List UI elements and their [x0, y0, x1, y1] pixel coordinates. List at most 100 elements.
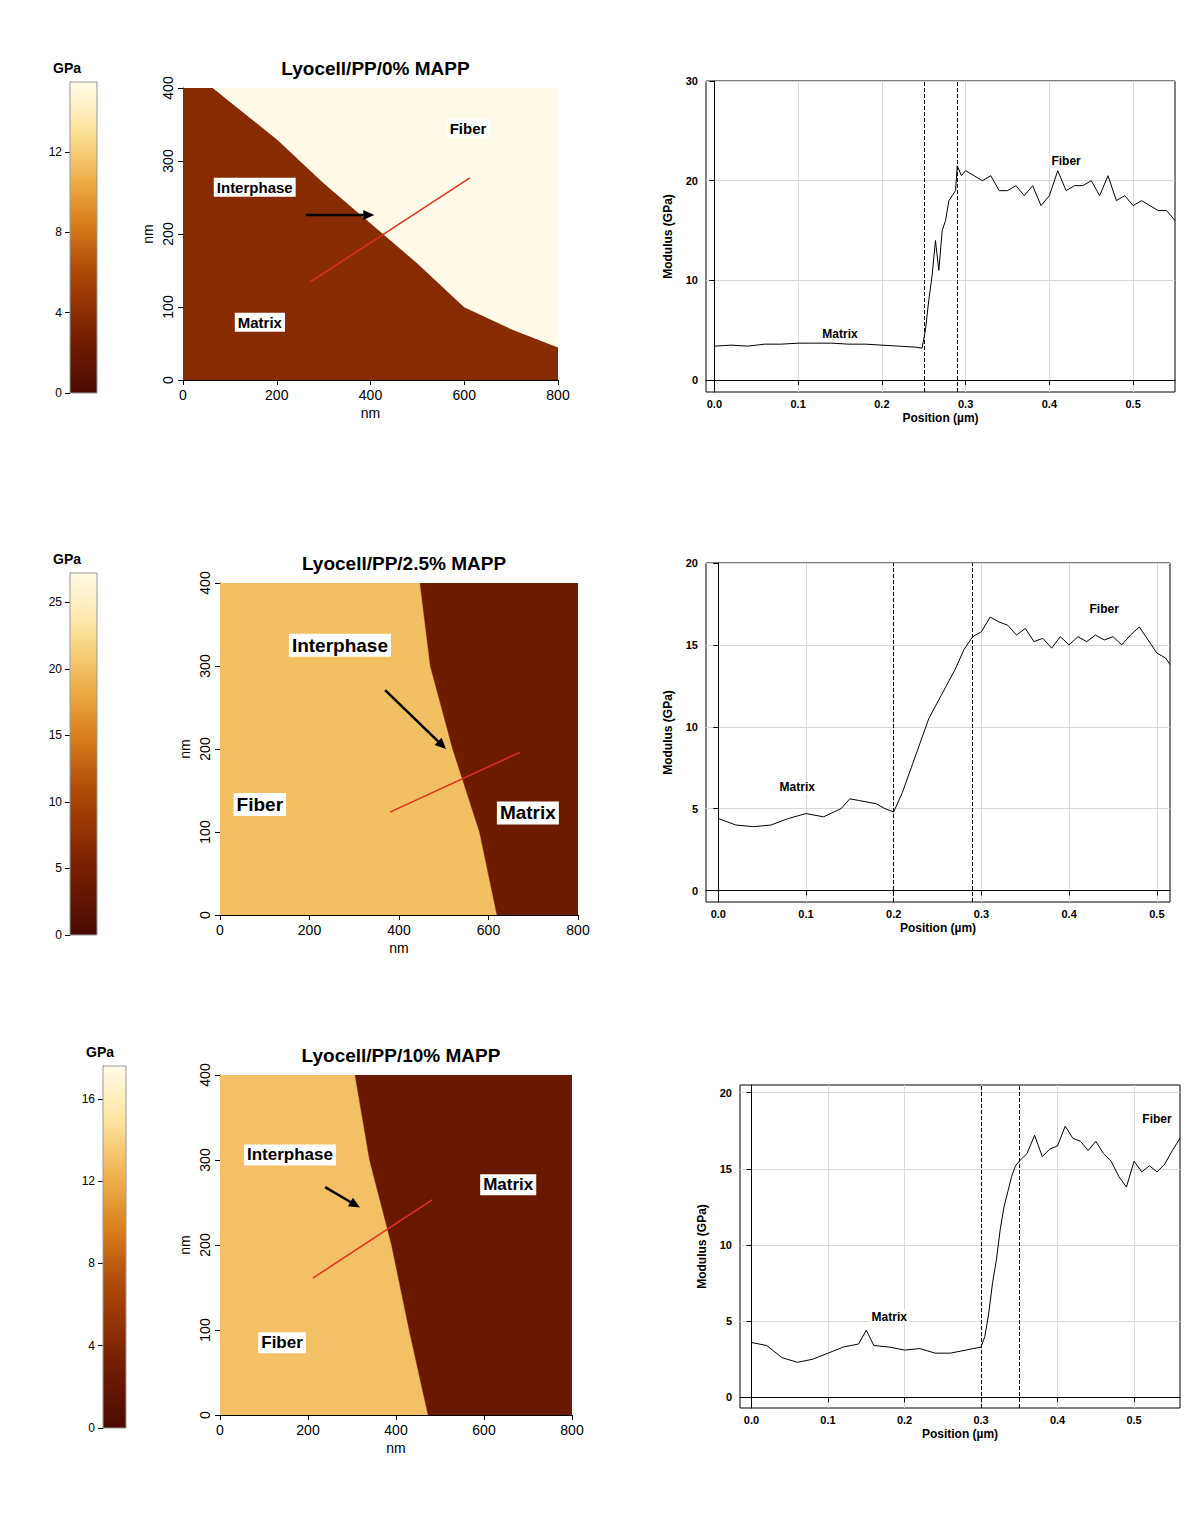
svg-text:Lyocell/PP/2.5% MAPP: Lyocell/PP/2.5% MAPP — [302, 553, 506, 574]
svg-text:200: 200 — [296, 1422, 320, 1438]
svg-text:Position (µm): Position (µm) — [902, 411, 978, 425]
svg-text:nm: nm — [140, 224, 156, 243]
svg-text:Fiber: Fiber — [237, 794, 284, 815]
svg-text:600: 600 — [472, 1422, 496, 1438]
svg-text:200: 200 — [197, 737, 213, 761]
svg-text:10: 10 — [686, 274, 698, 286]
svg-text:0.5: 0.5 — [1149, 908, 1164, 920]
svg-text:Matrix: Matrix — [780, 780, 816, 794]
svg-text:GPa: GPa — [86, 1044, 114, 1060]
svg-text:0.3: 0.3 — [958, 398, 973, 410]
svg-text:10: 10 — [686, 721, 698, 733]
svg-text:0.3: 0.3 — [973, 1414, 988, 1426]
svg-text:0: 0 — [55, 928, 62, 942]
svg-text:Modulus (GPa): Modulus (GPa) — [695, 1204, 709, 1289]
svg-text:Matrix: Matrix — [483, 1175, 534, 1194]
svg-text:100: 100 — [160, 295, 176, 319]
svg-text:4: 4 — [88, 1339, 95, 1353]
svg-text:0: 0 — [197, 1411, 213, 1419]
svg-text:0: 0 — [197, 911, 213, 919]
svg-text:8: 8 — [88, 1256, 95, 1270]
svg-text:4: 4 — [55, 306, 62, 320]
svg-text:20: 20 — [686, 175, 698, 187]
svg-text:16: 16 — [82, 1092, 96, 1106]
svg-text:0.3: 0.3 — [974, 908, 989, 920]
svg-text:0.2: 0.2 — [874, 398, 889, 410]
svg-text:Lyocell/PP/0% MAPP: Lyocell/PP/0% MAPP — [281, 58, 470, 79]
svg-text:100: 100 — [197, 1318, 213, 1342]
svg-text:Lyocell/PP/10% MAPP: Lyocell/PP/10% MAPP — [302, 1045, 501, 1066]
svg-text:0.1: 0.1 — [790, 398, 805, 410]
svg-text:25: 25 — [49, 595, 63, 609]
svg-text:30: 30 — [686, 75, 698, 87]
svg-text:15: 15 — [49, 728, 63, 742]
svg-text:0: 0 — [692, 885, 698, 897]
svg-text:Modulus (GPa): Modulus (GPa) — [661, 194, 675, 279]
svg-text:0: 0 — [216, 922, 224, 938]
svg-text:5: 5 — [726, 1315, 732, 1327]
svg-text:Position (µm): Position (µm) — [922, 1427, 998, 1441]
svg-text:200: 200 — [265, 387, 289, 403]
svg-text:Fiber: Fiber — [1090, 602, 1120, 616]
svg-text:0: 0 — [55, 386, 62, 400]
svg-text:5: 5 — [692, 803, 698, 815]
svg-text:0: 0 — [216, 1422, 224, 1438]
svg-text:Position (µm): Position (µm) — [900, 921, 976, 935]
svg-text:800: 800 — [560, 1422, 584, 1438]
svg-text:0: 0 — [88, 1421, 95, 1435]
svg-text:nm: nm — [389, 940, 408, 956]
svg-text:0.4: 0.4 — [1050, 1414, 1066, 1426]
svg-text:100: 100 — [197, 820, 213, 844]
svg-text:10: 10 — [49, 795, 63, 809]
svg-text:0.0: 0.0 — [707, 398, 722, 410]
svg-text:nm: nm — [177, 739, 193, 758]
svg-text:200: 200 — [298, 922, 322, 938]
svg-text:400: 400 — [197, 1063, 213, 1087]
svg-text:0: 0 — [692, 374, 698, 386]
svg-text:0.0: 0.0 — [744, 1414, 759, 1426]
svg-text:GPa: GPa — [53, 60, 81, 76]
svg-text:0.5: 0.5 — [1125, 398, 1140, 410]
svg-text:5: 5 — [55, 861, 62, 875]
svg-text:0.1: 0.1 — [798, 908, 813, 920]
svg-text:Matrix: Matrix — [500, 802, 556, 823]
svg-text:400: 400 — [359, 387, 383, 403]
svg-text:Modulus (GPa): Modulus (GPa) — [661, 690, 675, 775]
svg-text:300: 300 — [197, 1148, 213, 1172]
svg-text:300: 300 — [197, 654, 213, 678]
svg-text:Interphase: Interphase — [292, 635, 388, 656]
svg-text:Interphase: Interphase — [247, 1145, 333, 1164]
svg-text:Fiber: Fiber — [1142, 1112, 1172, 1126]
svg-text:600: 600 — [453, 387, 477, 403]
svg-text:0.4: 0.4 — [1061, 908, 1077, 920]
svg-text:20: 20 — [686, 557, 698, 569]
svg-text:800: 800 — [546, 387, 570, 403]
svg-text:GPa: GPa — [53, 551, 81, 567]
svg-text:Fiber: Fiber — [450, 120, 487, 137]
svg-text:12: 12 — [49, 145, 63, 159]
svg-text:15: 15 — [720, 1163, 732, 1175]
svg-text:0.0: 0.0 — [711, 908, 726, 920]
svg-text:400: 400 — [387, 922, 411, 938]
svg-text:0: 0 — [726, 1391, 732, 1403]
svg-text:400: 400 — [160, 76, 176, 100]
svg-text:20: 20 — [49, 662, 63, 676]
svg-text:20: 20 — [720, 1087, 732, 1099]
svg-text:Matrix: Matrix — [872, 1310, 908, 1324]
svg-text:400: 400 — [197, 571, 213, 595]
svg-text:Interphase: Interphase — [217, 179, 293, 196]
svg-text:200: 200 — [160, 222, 176, 246]
svg-text:0.5: 0.5 — [1126, 1414, 1141, 1426]
svg-text:nm: nm — [386, 1440, 405, 1456]
svg-text:Fiber: Fiber — [261, 1333, 303, 1352]
svg-text:0: 0 — [160, 376, 176, 384]
svg-text:15: 15 — [686, 639, 698, 651]
svg-text:nm: nm — [177, 1235, 193, 1254]
svg-text:200: 200 — [197, 1233, 213, 1257]
svg-text:400: 400 — [384, 1422, 408, 1438]
svg-text:Fiber: Fiber — [1051, 154, 1081, 168]
svg-text:0.4: 0.4 — [1042, 398, 1058, 410]
svg-text:8: 8 — [55, 225, 62, 239]
svg-text:0: 0 — [179, 387, 187, 403]
svg-text:Matrix: Matrix — [822, 327, 858, 341]
